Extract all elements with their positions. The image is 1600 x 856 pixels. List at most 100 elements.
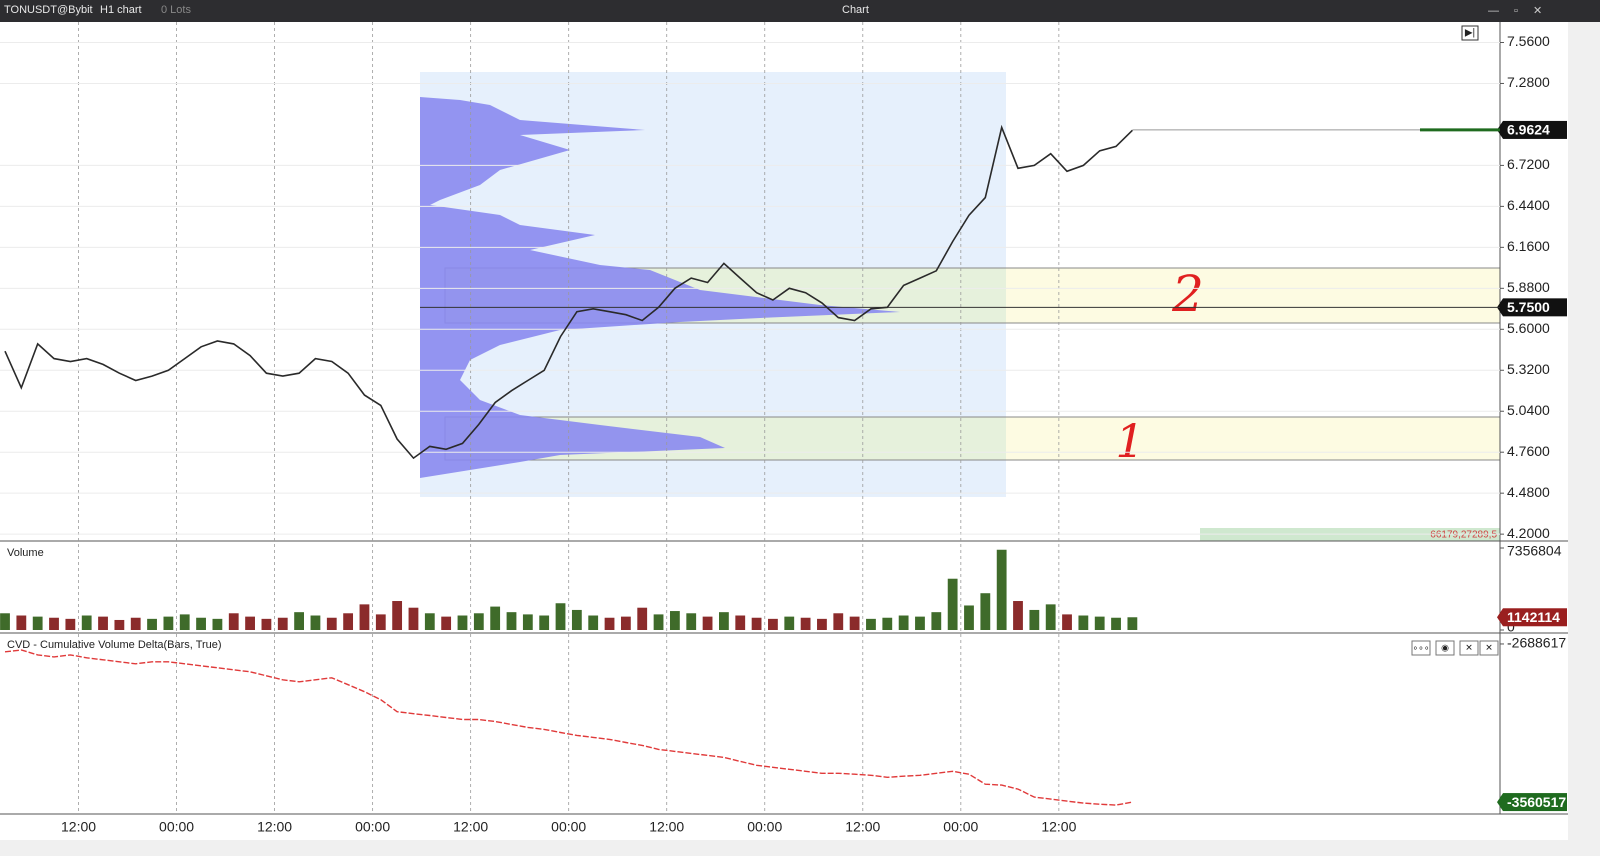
y-tick-label: 0 <box>1507 619 1515 635</box>
x-tick-label: 12:00 <box>845 819 880 835</box>
volume-bar <box>1062 614 1072 630</box>
volume-bar <box>130 617 141 630</box>
y-tick-label: 5.8800 <box>1507 279 1550 295</box>
volume-bar <box>931 612 942 630</box>
symbol[interactable]: TONUSDT@Bybit <box>4 4 93 16</box>
volume-bar <box>604 617 615 630</box>
volume-bar <box>1094 616 1105 630</box>
volume-bar <box>719 612 729 630</box>
volume-bar <box>735 615 746 630</box>
panel-button[interactable] <box>1435 640 1455 656</box>
volume-bar <box>392 601 403 630</box>
volume-bar <box>408 607 419 630</box>
volume-bar <box>1029 609 1040 630</box>
y-tick-label: 5.6000 <box>1507 320 1550 336</box>
volume-bar <box>817 618 827 630</box>
panel-button-icon[interactable]: ◉ <box>1441 642 1449 652</box>
x-tick-label: 12:00 <box>1041 819 1076 835</box>
volume-bar <box>81 615 92 630</box>
volume-bar <box>555 603 566 630</box>
price-line <box>4 124 1133 460</box>
cvd-line <box>4 649 1133 806</box>
chart: 66179,27289,5 1 2 Volume CVD - Cumulativ… <box>0 22 1600 856</box>
volume-bar <box>849 616 860 630</box>
volume-bar <box>996 549 1007 630</box>
price-tag-label: -3560517 <box>1507 794 1566 810</box>
panel-button[interactable] <box>1411 640 1431 656</box>
volume-bar <box>882 617 893 630</box>
x-tick-label: 12:00 <box>61 819 96 835</box>
panel-button-icon[interactable]: ∘∘∘ <box>1413 642 1430 652</box>
volume-bar <box>1078 615 1089 630</box>
volume-bar <box>261 618 272 630</box>
y-tick-label: 6.4400 <box>1507 197 1550 213</box>
volume-bar <box>0 613 10 630</box>
zone-1-outer <box>1006 417 1500 460</box>
panel-button-icon[interactable]: ✕ <box>1485 642 1493 652</box>
price-tag <box>1503 120 1567 139</box>
price-tag <box>1503 298 1567 317</box>
panel-button[interactable] <box>1459 640 1479 656</box>
panel-button-icon[interactable]: ✕ <box>1465 642 1473 652</box>
volume-bar <box>424 613 435 630</box>
volume-bar <box>522 614 533 630</box>
volume-bar <box>277 617 288 630</box>
panel-button[interactable] <box>1479 640 1499 656</box>
volume-title: Volume <box>7 547 44 559</box>
x-tick-label: 00:00 <box>747 819 782 835</box>
volume-bar <box>588 615 599 630</box>
price-tag-arrow <box>1497 608 1503 627</box>
volume-bar <box>196 617 206 630</box>
volume-bar <box>490 606 501 630</box>
y-tick-label: 7.2800 <box>1507 74 1550 90</box>
y-tick-label: 4.4800 <box>1507 484 1550 500</box>
y-tick-label: -2688617 <box>1507 635 1566 651</box>
y-tick-label: 6.7200 <box>1507 156 1550 172</box>
volume-bar <box>768 618 778 630</box>
volume-bar <box>751 617 762 630</box>
zone-2-outer <box>1006 268 1500 323</box>
y-tick-label: 5.0400 <box>1507 402 1550 418</box>
y-tick-label: 6.1600 <box>1507 238 1550 254</box>
price-tag-arrow <box>1497 793 1503 812</box>
volume-bar <box>980 593 991 630</box>
volume-bar <box>539 615 550 630</box>
volume-bar <box>1013 601 1023 630</box>
volume-bar <box>375 614 386 630</box>
y-tick-label: 7356804 <box>1507 543 1562 559</box>
volume-bar <box>163 616 174 630</box>
price-tag <box>1503 793 1567 812</box>
volume-bar <box>310 615 321 630</box>
x-tick-label: 12:00 <box>453 819 488 835</box>
volume-bar <box>1127 617 1138 630</box>
volume-bar <box>147 618 157 630</box>
x-tick-label: 00:00 <box>159 819 194 835</box>
drawings: 66179,27289,5 1 2 <box>420 72 1501 541</box>
scroll-end-button[interactable] <box>1461 25 1479 41</box>
volume-bar <box>179 614 190 630</box>
volume-bar <box>784 616 795 630</box>
status-strip <box>0 840 1600 856</box>
volume-bar <box>326 617 337 630</box>
x-tick-label: 12:00 <box>649 819 684 835</box>
toolbar: TONUSDT@Bybit H1 chart 0 Lots Chart — ▫ … <box>0 0 1600 22</box>
zone-1-label: 1 <box>1115 414 1144 468</box>
volume-bar <box>947 578 958 630</box>
volume-bar <box>866 618 876 630</box>
lots[interactable]: 0 Lots <box>161 4 191 16</box>
volume-bar <box>637 607 648 630</box>
zone-2-label: 2 <box>1171 265 1204 323</box>
price-tag-label: 5.7500 <box>1507 299 1550 315</box>
timeframe[interactable]: H1 chart <box>100 4 142 16</box>
scroll-end-icon[interactable]: ▶| <box>1465 28 1475 39</box>
x-tick-label: 00:00 <box>943 819 978 835</box>
volume-bar <box>32 616 43 630</box>
volume-bar <box>114 619 125 630</box>
volume-bar <box>65 618 76 630</box>
right-gutter <box>1568 22 1600 856</box>
volume-bar <box>915 616 925 630</box>
window-title: Chart <box>842 4 869 16</box>
volume-bar <box>49 617 59 630</box>
window-buttons[interactable]: — ▫ ✕ <box>1488 5 1549 17</box>
